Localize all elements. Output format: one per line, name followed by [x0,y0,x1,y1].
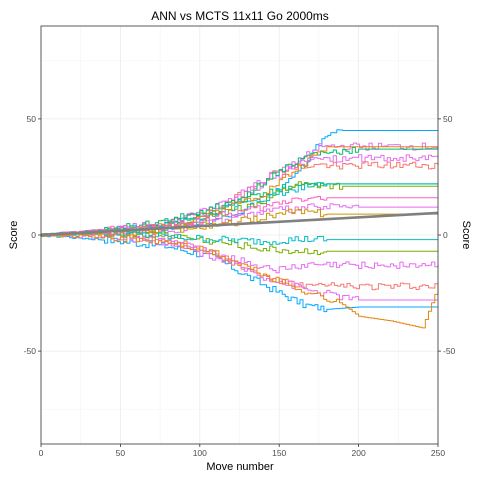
y-tick-label-right: 50 [443,114,453,124]
chart-title: ANN vs MCTS 11x11 Go 2000ms [151,9,329,23]
series-line-19 [41,196,438,237]
y-axis-title-left: Score [8,221,20,250]
y-tick-label-right: -50 [443,346,456,356]
y-tick-label-left: 0 [31,230,36,240]
axes: 0 50 100 150 200 250 -50 -50 0 0 50 50 [24,114,456,458]
y-tick-label-right: 0 [443,230,448,240]
y-axis-title-right: Score [460,221,472,250]
y-tick-label-left: -50 [24,346,37,356]
x-tick-label: 50 [116,448,126,458]
x-tick-label: 200 [352,448,366,458]
x-tick-label: 0 [39,448,44,458]
trend-line [40,211,439,237]
plot-series [40,129,439,329]
x-tick-label: 250 [431,448,445,458]
y-tick-label-left: 50 [27,114,37,124]
series-line-18 [41,146,438,237]
x-tick-label: 150 [272,448,286,458]
x-tick-label: 100 [193,448,207,458]
x-axis-title: Move number [206,461,274,473]
series-line-17 [41,233,439,329]
